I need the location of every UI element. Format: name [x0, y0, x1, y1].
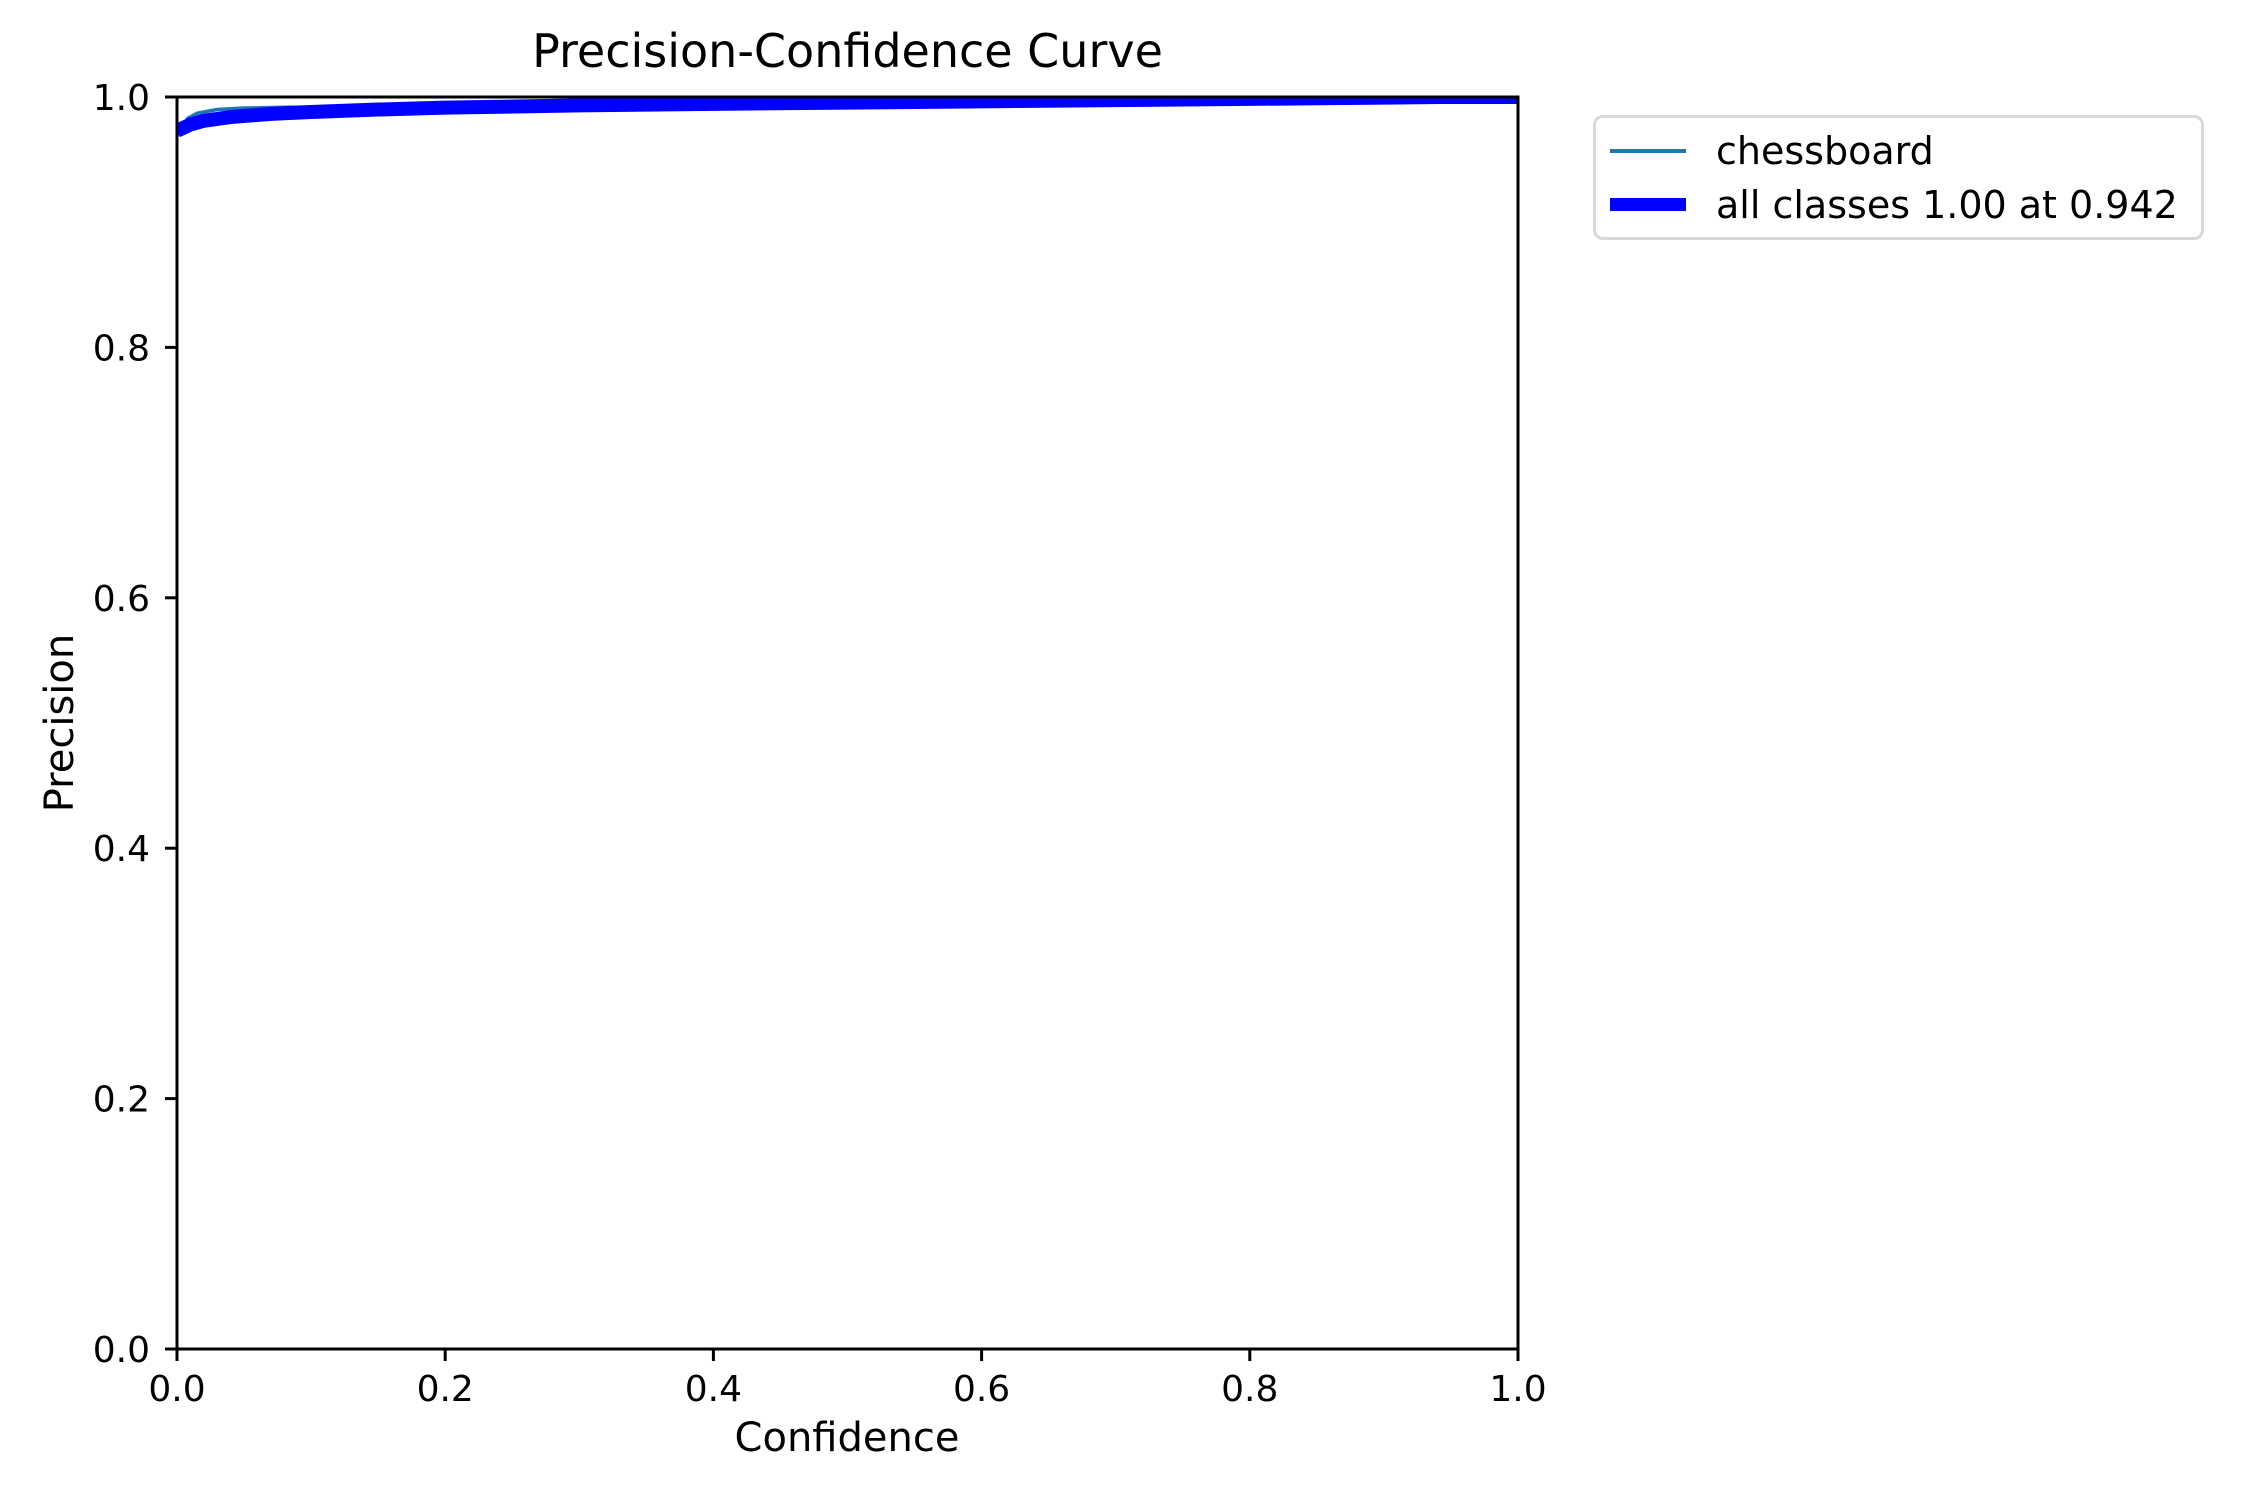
x-tick-label: 0.8 [1221, 1369, 1278, 1410]
legend-item-all-classes: all classes 1.00 at 0.942 [1610, 178, 2201, 232]
y-axis-label: Precision [37, 634, 83, 812]
chart-title: Precision-Confidence Curve [532, 24, 1163, 78]
y-tick-label: 0.6 [93, 579, 150, 620]
series-group [177, 97, 1518, 138]
legend-item-chessboard: chessboard [1610, 124, 2201, 178]
x-tick-label: 0.2 [417, 1369, 474, 1410]
x-axis-ticks: 0.0 0.2 0.4 0.6 0.8 1.0 [148, 1349, 1547, 1410]
y-tick-label: 1.0 [93, 78, 150, 119]
y-tick-label: 0.8 [93, 328, 150, 369]
legend-line-sample-chessboard [1610, 148, 1686, 153]
x-tick-label: 0.6 [953, 1369, 1010, 1410]
legend-line-sample-all-classes [1610, 198, 1686, 211]
series-all-classes-line [177, 97, 1518, 138]
legend-item-label: chessboard [1716, 128, 1934, 173]
y-axis-ticks: 0.0 0.2 0.4 0.6 0.8 1.0 [93, 78, 177, 1371]
x-axis-label: Confidence [735, 1415, 960, 1461]
axes-spines [175, 95, 1520, 1351]
x-tick-label: 0.4 [685, 1369, 742, 1410]
x-tick-label: 0.0 [148, 1369, 205, 1410]
legend-item-label: all classes 1.00 at 0.942 [1716, 182, 2178, 227]
legend: chessboard all classes 1.00 at 0.942 [1593, 115, 2204, 240]
x-tick-label: 1.0 [1489, 1369, 1546, 1410]
y-tick-label: 0.4 [93, 829, 150, 870]
y-tick-label: 0.0 [93, 1330, 150, 1371]
y-tick-label: 0.2 [93, 1080, 150, 1121]
